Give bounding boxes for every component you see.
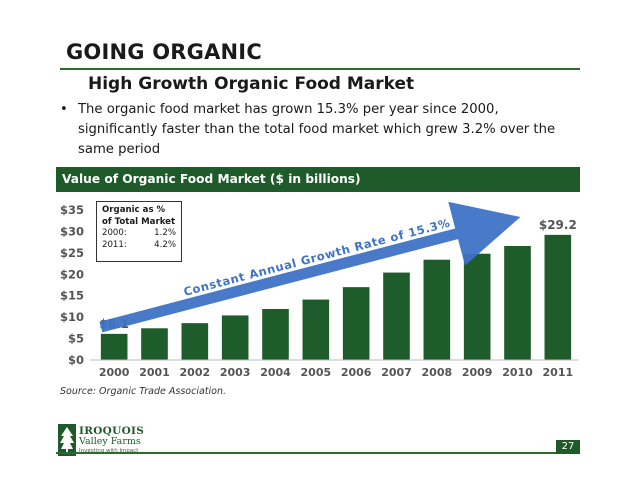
x-tick-label: 2006 [341,366,372,379]
company-logo: IROQUOIS Valley Farms Investing with Imp… [58,424,168,458]
slide-subtitle: High Growth Organic Food Market [88,74,415,94]
legend-year: 2000: [102,228,127,238]
x-tick-label: 2007 [381,366,412,379]
bars [100,234,572,360]
legend-row-2011: 2011: 4.2% [102,240,176,252]
x-tick-label: 2000 [99,366,130,379]
bar-2005 [302,299,330,360]
x-tick-label: 2004 [260,366,291,379]
y-tick-label: $25 [60,246,84,260]
y-tick-label: $15 [60,289,84,303]
organic-share-legend: Organic as % of Total Market 2000: 1.2% … [96,201,182,262]
page-title: GOING ORGANIC [66,40,262,64]
bar-2009 [463,253,491,360]
source-note: Source: Organic Trade Association. [60,386,226,397]
logo-brand: IROQUOIS [79,425,145,437]
legend-row-2000: 2000: 1.2% [102,228,176,240]
title-divider [60,68,580,70]
bullet-marker: • [60,102,68,117]
x-tick-label: 2010 [502,366,533,379]
bar-2002 [181,323,209,360]
y-tick-label: $10 [60,310,84,324]
footer-divider [56,452,580,454]
y-tick-label: $0 [68,353,84,367]
x-tick-label: 2002 [180,366,211,379]
tree-icon [58,424,76,456]
bullet-text: The organic food market has grown 15.3% … [78,102,556,157]
bar-2010 [504,246,531,360]
y-tick-label: $20 [60,267,84,281]
legend-year: 2011: [102,239,127,250]
logo-tagline: Investing with Impact [79,448,139,454]
x-tick-label: 2001 [139,366,170,379]
legend-title: Organic as % of Total Market [102,205,176,227]
y-axis: $0 $5 $10 $15 $20 $25 $30 $35 [60,203,84,367]
bar-2008 [423,259,451,360]
bar-2011 [544,234,572,360]
bar-2007 [383,272,410,360]
legend-value: 1.2% [154,228,176,238]
trend-arrow-shaft [99,201,521,333]
x-tick-label: 2008 [422,366,453,379]
trend-annotation: Constant Annual Growth Rate of 15.3% [182,216,452,299]
bar-2000 [100,333,128,360]
bar-2004 [262,309,289,360]
organic-market-bar-chart: $0$5$10$15$20$25$30$35 2000 2001 2002 2003 2… [60,201,578,379]
legend-value: 4.2% [154,239,176,250]
chart-banner: Value of Organic Food Market ($ in billi… [56,167,580,192]
x-tick-label: 2005 [301,366,332,379]
data-label: $29.2 [539,218,577,232]
x-tick-label: 2003 [220,366,251,379]
x-tick-label: 2011 [543,366,574,379]
bar-2003 [221,315,249,360]
y-tick-label: $5 [68,332,84,346]
x-axis: 2000 2001 2002 2003 2004 2005 2006 2007 2008 2009… [90,359,578,379]
y-tick-label: $35 [60,203,84,217]
x-tick-label: 2009 [462,366,493,379]
bar-2001 [141,328,168,360]
page-number: 27 [556,440,580,454]
logo-subtitle: Valley Farms [79,436,141,447]
y-tick-label: $30 [60,224,84,238]
bar-2006 [342,287,370,360]
